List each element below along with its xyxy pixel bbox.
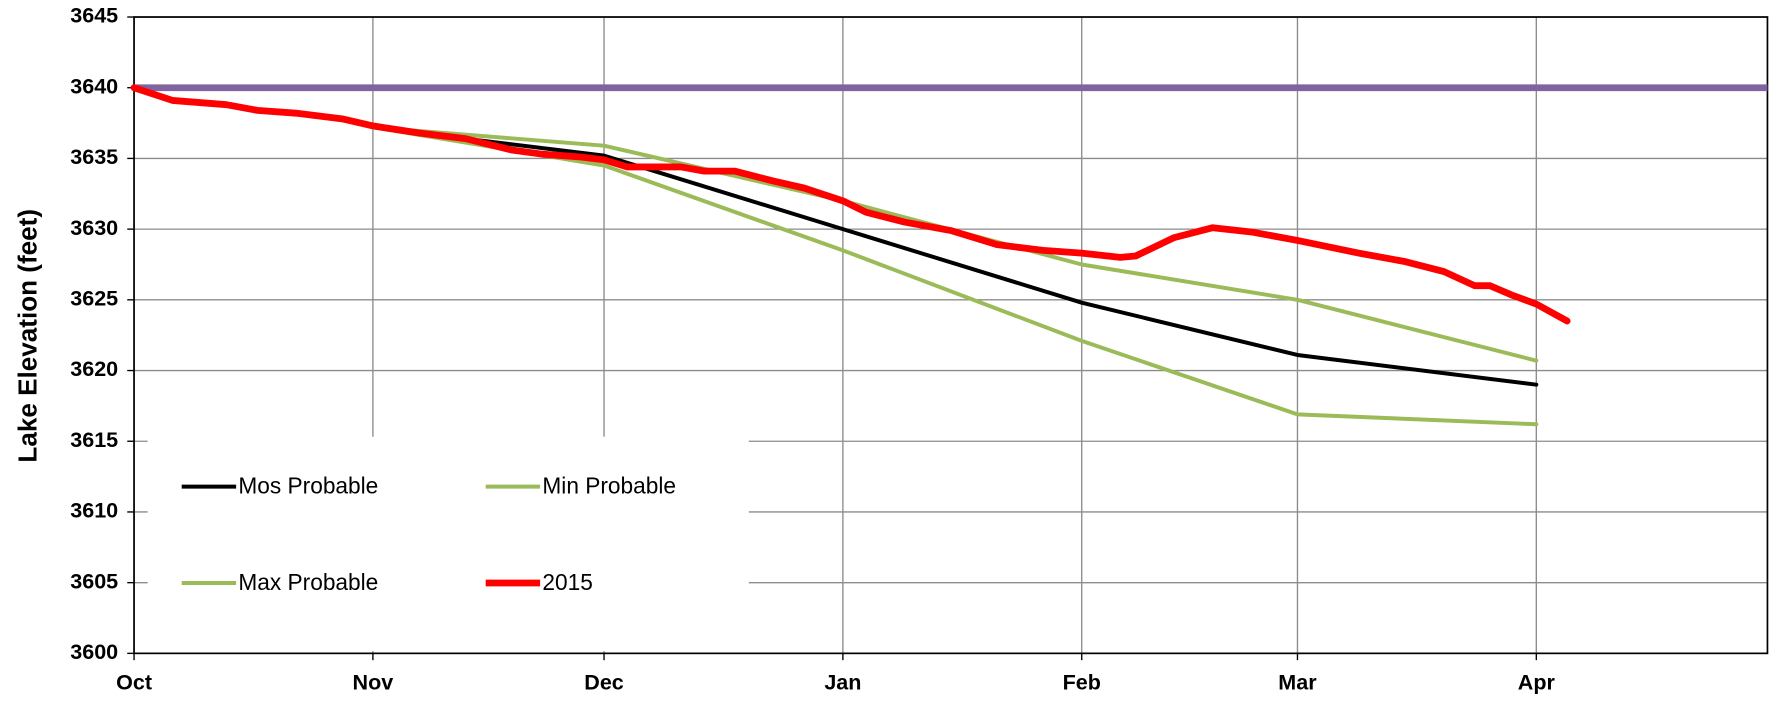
- y-tick-label: 3610: [70, 498, 118, 523]
- x-tick-label: Mar: [1278, 670, 1317, 695]
- x-tick-label: Apr: [1518, 670, 1556, 695]
- x-tick-label: Jan: [824, 670, 861, 695]
- legend-label: Min Probable: [542, 473, 676, 499]
- legend-label: Max Probable: [238, 569, 378, 595]
- x-tick-label: Nov: [353, 670, 394, 695]
- legend-label: Mos Probable: [238, 473, 378, 499]
- y-axis-label: Lake Elevation (feet): [13, 209, 43, 463]
- y-tick-label: 3635: [70, 144, 118, 169]
- y-tick-label: 3625: [70, 286, 118, 311]
- x-tick-label: Dec: [584, 670, 624, 695]
- y-tick-label: 3600: [70, 639, 118, 664]
- legend-label: 2015: [542, 569, 592, 595]
- y-tick-label: 3620: [70, 356, 118, 381]
- y-tick-label: 3615: [70, 427, 118, 452]
- y-tick-label: 3645: [70, 3, 118, 28]
- plot-frame: [133, 16, 1769, 655]
- legend-box: [147, 436, 749, 652]
- y-tick-label: 3630: [70, 215, 118, 240]
- x-tick-label: Oct: [116, 670, 152, 695]
- legend: Mos Probable Min Probable Max Probable 2015: [147, 436, 749, 652]
- y-tick-label: 3640: [70, 73, 118, 98]
- series-line: [370, 125, 1539, 427]
- y-tick-label: 3605: [70, 568, 118, 593]
- x-tick-label: Feb: [1063, 670, 1101, 695]
- series-line: [130, 84, 1571, 325]
- series-line: [370, 125, 1539, 363]
- series-line: [370, 125, 1539, 387]
